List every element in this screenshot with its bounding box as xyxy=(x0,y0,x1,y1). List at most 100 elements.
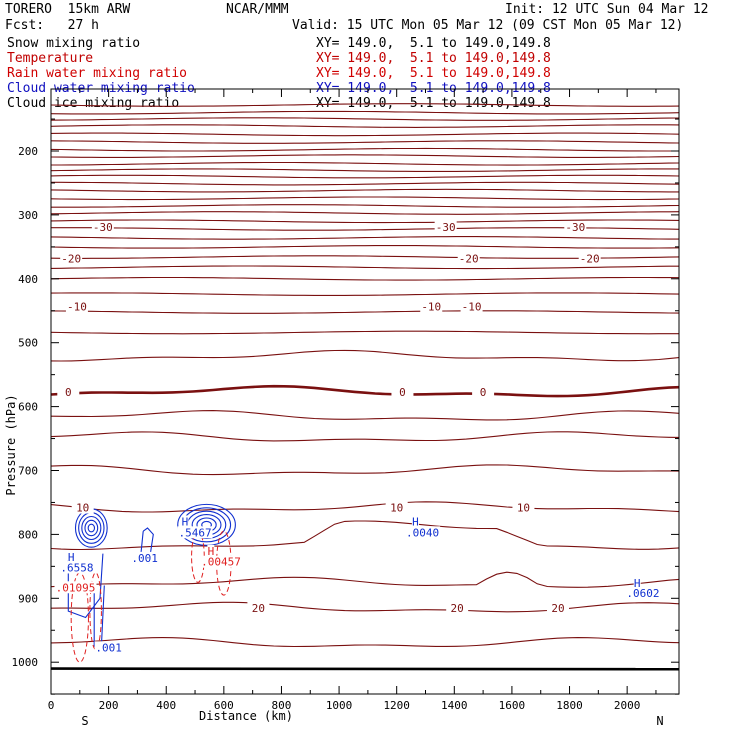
isotherm-line xyxy=(50,330,679,335)
isotherm-label: -30 xyxy=(436,221,456,234)
isotherm-label: -10 xyxy=(421,300,441,313)
isotherm-line xyxy=(50,103,680,107)
y-tick-label: 900 xyxy=(18,592,38,605)
x-tick-label: 1600 xyxy=(499,699,526,712)
y-axis-title: Pressure (hPa) xyxy=(4,394,18,495)
isotherm-label: 10 xyxy=(76,502,89,515)
isotherm-line xyxy=(50,219,680,224)
isotherm-line xyxy=(50,147,679,152)
isotherm-line xyxy=(51,204,680,208)
isotherm-label-bg xyxy=(578,252,601,265)
cloud-water-contour xyxy=(87,523,96,533)
isotherm-line xyxy=(50,501,680,513)
extremum-label-bg xyxy=(207,544,215,557)
extremum-label: .6558 xyxy=(60,561,93,574)
extremum-label-bg xyxy=(54,581,97,594)
isotherm-label-bg xyxy=(564,221,587,234)
x-tick-label: 200 xyxy=(99,699,119,712)
extremum-label-bg xyxy=(625,587,661,600)
extremum-label-bg xyxy=(94,641,123,654)
legend-label-cloud-ice: Cloud ice mixing ratio xyxy=(7,96,180,111)
ground-line xyxy=(50,667,680,671)
isotherm-line xyxy=(50,601,680,613)
legend-xy-temperature: XY= 149.0, 5.1 to 149.0,149.8 xyxy=(316,51,551,66)
axes: 0 200 400 600 800 1000 1200 1400 1600 1800 2000200… xyxy=(12,89,679,712)
isotherm-line xyxy=(50,637,680,648)
isotherm-line xyxy=(50,211,680,215)
isotherm-line xyxy=(50,464,680,476)
org-title: NCAR/MMM xyxy=(226,2,289,17)
isotherm-label: -10 xyxy=(67,300,87,313)
x-tick-label: 1200 xyxy=(383,699,410,712)
extremum-label-bg xyxy=(59,561,95,574)
isotherm-label: 20 xyxy=(252,602,265,615)
y-tick-label: 800 xyxy=(18,528,38,541)
isotherm-line xyxy=(50,310,680,314)
isotherm-line xyxy=(50,276,680,281)
extremum-label: .0602 xyxy=(626,587,659,600)
isotherm-line xyxy=(50,431,680,442)
extremum-label-bg xyxy=(199,555,242,568)
x-tick-label: 400 xyxy=(156,699,176,712)
cloud-water-contour xyxy=(177,503,236,546)
extremum-label-bg xyxy=(177,526,213,539)
isotherm-label-bg xyxy=(434,221,457,234)
isotherm-line xyxy=(50,132,680,137)
extremum-label-bg xyxy=(405,526,441,539)
isotherm-label-bg xyxy=(460,300,483,313)
extremum-label-bg xyxy=(633,576,641,589)
isotherm-label-bg xyxy=(391,385,414,398)
y-tick-label: 300 xyxy=(18,209,38,222)
x-tick-label: 800 xyxy=(272,699,292,712)
plot-frame xyxy=(50,88,680,695)
isotherm-line xyxy=(50,168,679,172)
isotherm-label: 0 xyxy=(480,386,487,399)
y-tick-label: 600 xyxy=(18,401,38,414)
isotherm-label: -20 xyxy=(459,252,479,265)
isotherm-label-bg xyxy=(65,300,88,313)
isotherm-line xyxy=(50,188,679,193)
extremum-label: H xyxy=(412,515,419,528)
legend-label-temperature: Temperature xyxy=(7,51,94,66)
isotherm-label-bg xyxy=(247,601,270,614)
y-tick-label: 400 xyxy=(18,273,38,286)
isotherm-line xyxy=(50,520,680,551)
extremum-label-bg xyxy=(181,515,189,528)
y-tick-label: 200 xyxy=(18,145,38,158)
extremum-label: H xyxy=(182,515,189,528)
isotherm-line xyxy=(50,384,680,398)
isotherm-line xyxy=(50,292,680,296)
isotherm-line xyxy=(50,110,680,115)
y-tick-label: 700 xyxy=(18,465,38,478)
legend-xy-snow: XY= 149.0, 5.1 to 149.0,149.8 xyxy=(316,36,551,51)
isotherm-line xyxy=(50,410,680,421)
x-tick-label: 1800 xyxy=(556,699,583,712)
isotherm-label-bg xyxy=(57,385,80,398)
rain-water-contour xyxy=(89,572,102,650)
extremum-label: .001 xyxy=(131,552,158,565)
isotherm-label-bg xyxy=(91,221,114,234)
x-tick-label: 1400 xyxy=(441,699,468,712)
isotherm-line xyxy=(50,117,680,121)
extremum-label: H xyxy=(68,551,75,564)
isotherm-line xyxy=(51,161,680,166)
x-axis-title: Distance (km) xyxy=(199,709,293,723)
isotherm-line xyxy=(50,255,680,259)
x-end-left: S xyxy=(81,714,88,728)
x-tick-label: 600 xyxy=(214,699,234,712)
isotherm-line xyxy=(50,349,680,362)
isotherm-line xyxy=(50,124,680,128)
cloud-water-contour xyxy=(81,515,102,541)
isotherm-label-bg xyxy=(420,300,443,313)
extremum-label: .00457 xyxy=(201,556,241,569)
isotherm-label: -10 xyxy=(462,300,482,313)
isotherm-label: 0 xyxy=(399,386,406,399)
x-tick-label: 1000 xyxy=(326,699,353,712)
isotherm-label: 0 xyxy=(65,386,72,399)
isotherm-label-bg xyxy=(385,501,408,514)
isotherm-line xyxy=(50,265,679,270)
x-tick-label: 2000 xyxy=(614,699,641,712)
isotherm-label: 10 xyxy=(517,502,530,515)
isotherm-label: 20 xyxy=(551,602,564,615)
extremum-label: H xyxy=(208,545,215,558)
